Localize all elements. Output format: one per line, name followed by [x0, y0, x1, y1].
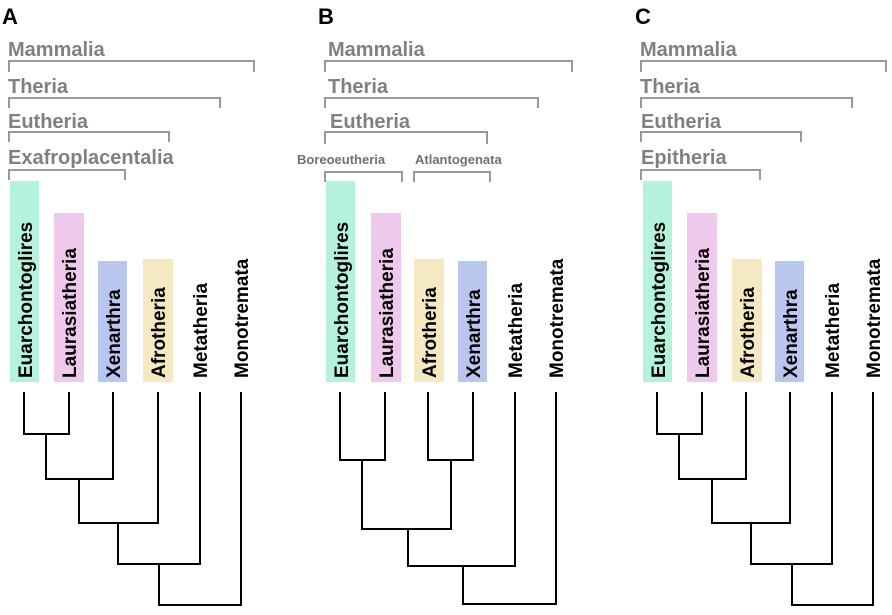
highlight-afrotheria-b: [414, 259, 444, 382]
taxon-label-monotremata-b: Monotremata: [547, 258, 568, 378]
panel-letter-c: C: [635, 4, 651, 29]
clade-label-theria-a: Theria: [8, 76, 69, 98]
tree-c: [656, 392, 874, 606]
clade-label-theria-c: Theria: [640, 76, 701, 98]
highlight-euarchontoglires-b: [326, 181, 355, 382]
bracket-mammalia-c: [640, 60, 887, 72]
panel-a: A Mammalia Theria Eutheria Exafroplacent…: [2, 4, 255, 606]
bracket-theria-c: [640, 97, 853, 108]
highlight-laurasiatheria-c: [687, 213, 717, 382]
node-c-4: [750, 392, 833, 565]
highlight-xenarthra-b: [458, 261, 487, 382]
clade-label-exafroplacentalia-a: Exafroplacentalia: [8, 147, 175, 169]
bracket-eutheria-a: [8, 131, 170, 142]
node-b-atlantogenata: [427, 392, 474, 461]
clade-label-eutheria-b: Eutheria: [330, 111, 411, 133]
taxon-label-euarchontoglires-a: Euarchontoglires: [16, 222, 37, 378]
taxon-label-afrotheria-c: Afrotheria: [738, 287, 759, 378]
taxon-label-xenarthra-b: Xenarthra: [464, 289, 485, 378]
taxon-label-monotremata-c: Monotremata: [864, 258, 885, 378]
bracket-mammalia-b: [324, 60, 573, 72]
taxon-label-monotremata-a: Monotremata: [232, 258, 253, 378]
panel-c: C Mammalia Theria Eutheria Epitheria Eua…: [635, 4, 887, 606]
bracket-theria-a: [8, 97, 221, 108]
taxon-label-laurasiatheria-b: Laurasiatheria: [377, 248, 398, 378]
taxon-label-euarchontoglires-b: Euarchontoglires: [332, 222, 353, 378]
tree-b: [339, 392, 557, 605]
node-c-1: [656, 392, 703, 435]
taxon-label-metatheria-b: Metatheria: [506, 283, 527, 378]
taxon-label-euarchontoglires-c: Euarchontoglires: [649, 222, 670, 378]
taxon-label-xenarthra-c: Xenarthra: [781, 289, 802, 378]
bracket-mammalia-a: [8, 60, 255, 72]
clade-label-boreoeutheria-b: Boreoeutheria: [297, 152, 386, 167]
node-b-theria: [407, 392, 516, 567]
taxon-label-metatheria-c: Metatheria: [823, 283, 844, 378]
taxon-label-xenarthra-a: Xenarthra: [104, 289, 125, 378]
taxon-label-laurasiatheria-c: Laurasiatheria: [693, 248, 714, 378]
highlight-xenarthra-a: [98, 261, 127, 382]
node-c-2: [678, 392, 747, 480]
taxon-label-afrotheria-a: Afrotheria: [149, 287, 170, 378]
tree-a: [23, 392, 242, 606]
clade-label-epitheria-c: Epitheria: [641, 147, 727, 169]
bracket-epitheria-c: [640, 169, 761, 180]
highlight-afrotheria-c: [732, 259, 762, 382]
clade-label-mammalia-a: Mammalia: [8, 39, 106, 61]
highlight-laurasiatheria-b: [371, 213, 401, 382]
node-a-3: [78, 392, 159, 524]
bracket-atlantogenata-b: [413, 171, 491, 182]
bracket-theria-b: [324, 97, 539, 108]
bracket-exafroplacentalia-a: [8, 169, 126, 180]
highlight-euarchontoglires-c: [643, 181, 672, 382]
panel-b: B Mammalia Theria Eutheria Boreoeutheria…: [297, 4, 573, 605]
node-b-eutheria: [361, 460, 452, 530]
bracket-eutheria-c: [640, 131, 802, 142]
clade-label-eutheria-c: Eutheria: [641, 111, 722, 133]
node-c-3: [711, 392, 791, 524]
node-a-2: [45, 392, 114, 480]
panel-letter-a: A: [2, 4, 18, 29]
node-b-boreoeutheria: [339, 392, 386, 461]
taxon-label-afrotheria-b: Afrotheria: [420, 287, 441, 378]
node-a-5: [158, 392, 242, 606]
highlight-afrotheria-a: [143, 259, 173, 382]
node-b-mammalia: [462, 392, 557, 605]
node-a-1: [23, 392, 70, 435]
clade-label-theria-b: Theria: [328, 76, 389, 98]
clade-label-eutheria-a: Eutheria: [8, 111, 89, 133]
highlight-xenarthra-c: [775, 261, 804, 382]
panel-letter-b: B: [318, 4, 334, 29]
taxon-label-laurasiatheria-a: Laurasiatheria: [60, 248, 81, 378]
node-c-5: [791, 392, 874, 606]
clade-label-mammalia-c: Mammalia: [640, 39, 738, 61]
taxon-label-metatheria-a: Metatheria: [191, 283, 212, 378]
clade-label-mammalia-b: Mammalia: [328, 39, 426, 61]
highlight-laurasiatheria-a: [54, 213, 84, 382]
clade-label-atlantogenata-b: Atlantogenata: [415, 152, 502, 167]
bracket-eutheria-b: [324, 131, 488, 144]
highlight-euarchontoglires-a: [10, 181, 39, 382]
bracket-boreoeutheria-b: [324, 171, 403, 182]
